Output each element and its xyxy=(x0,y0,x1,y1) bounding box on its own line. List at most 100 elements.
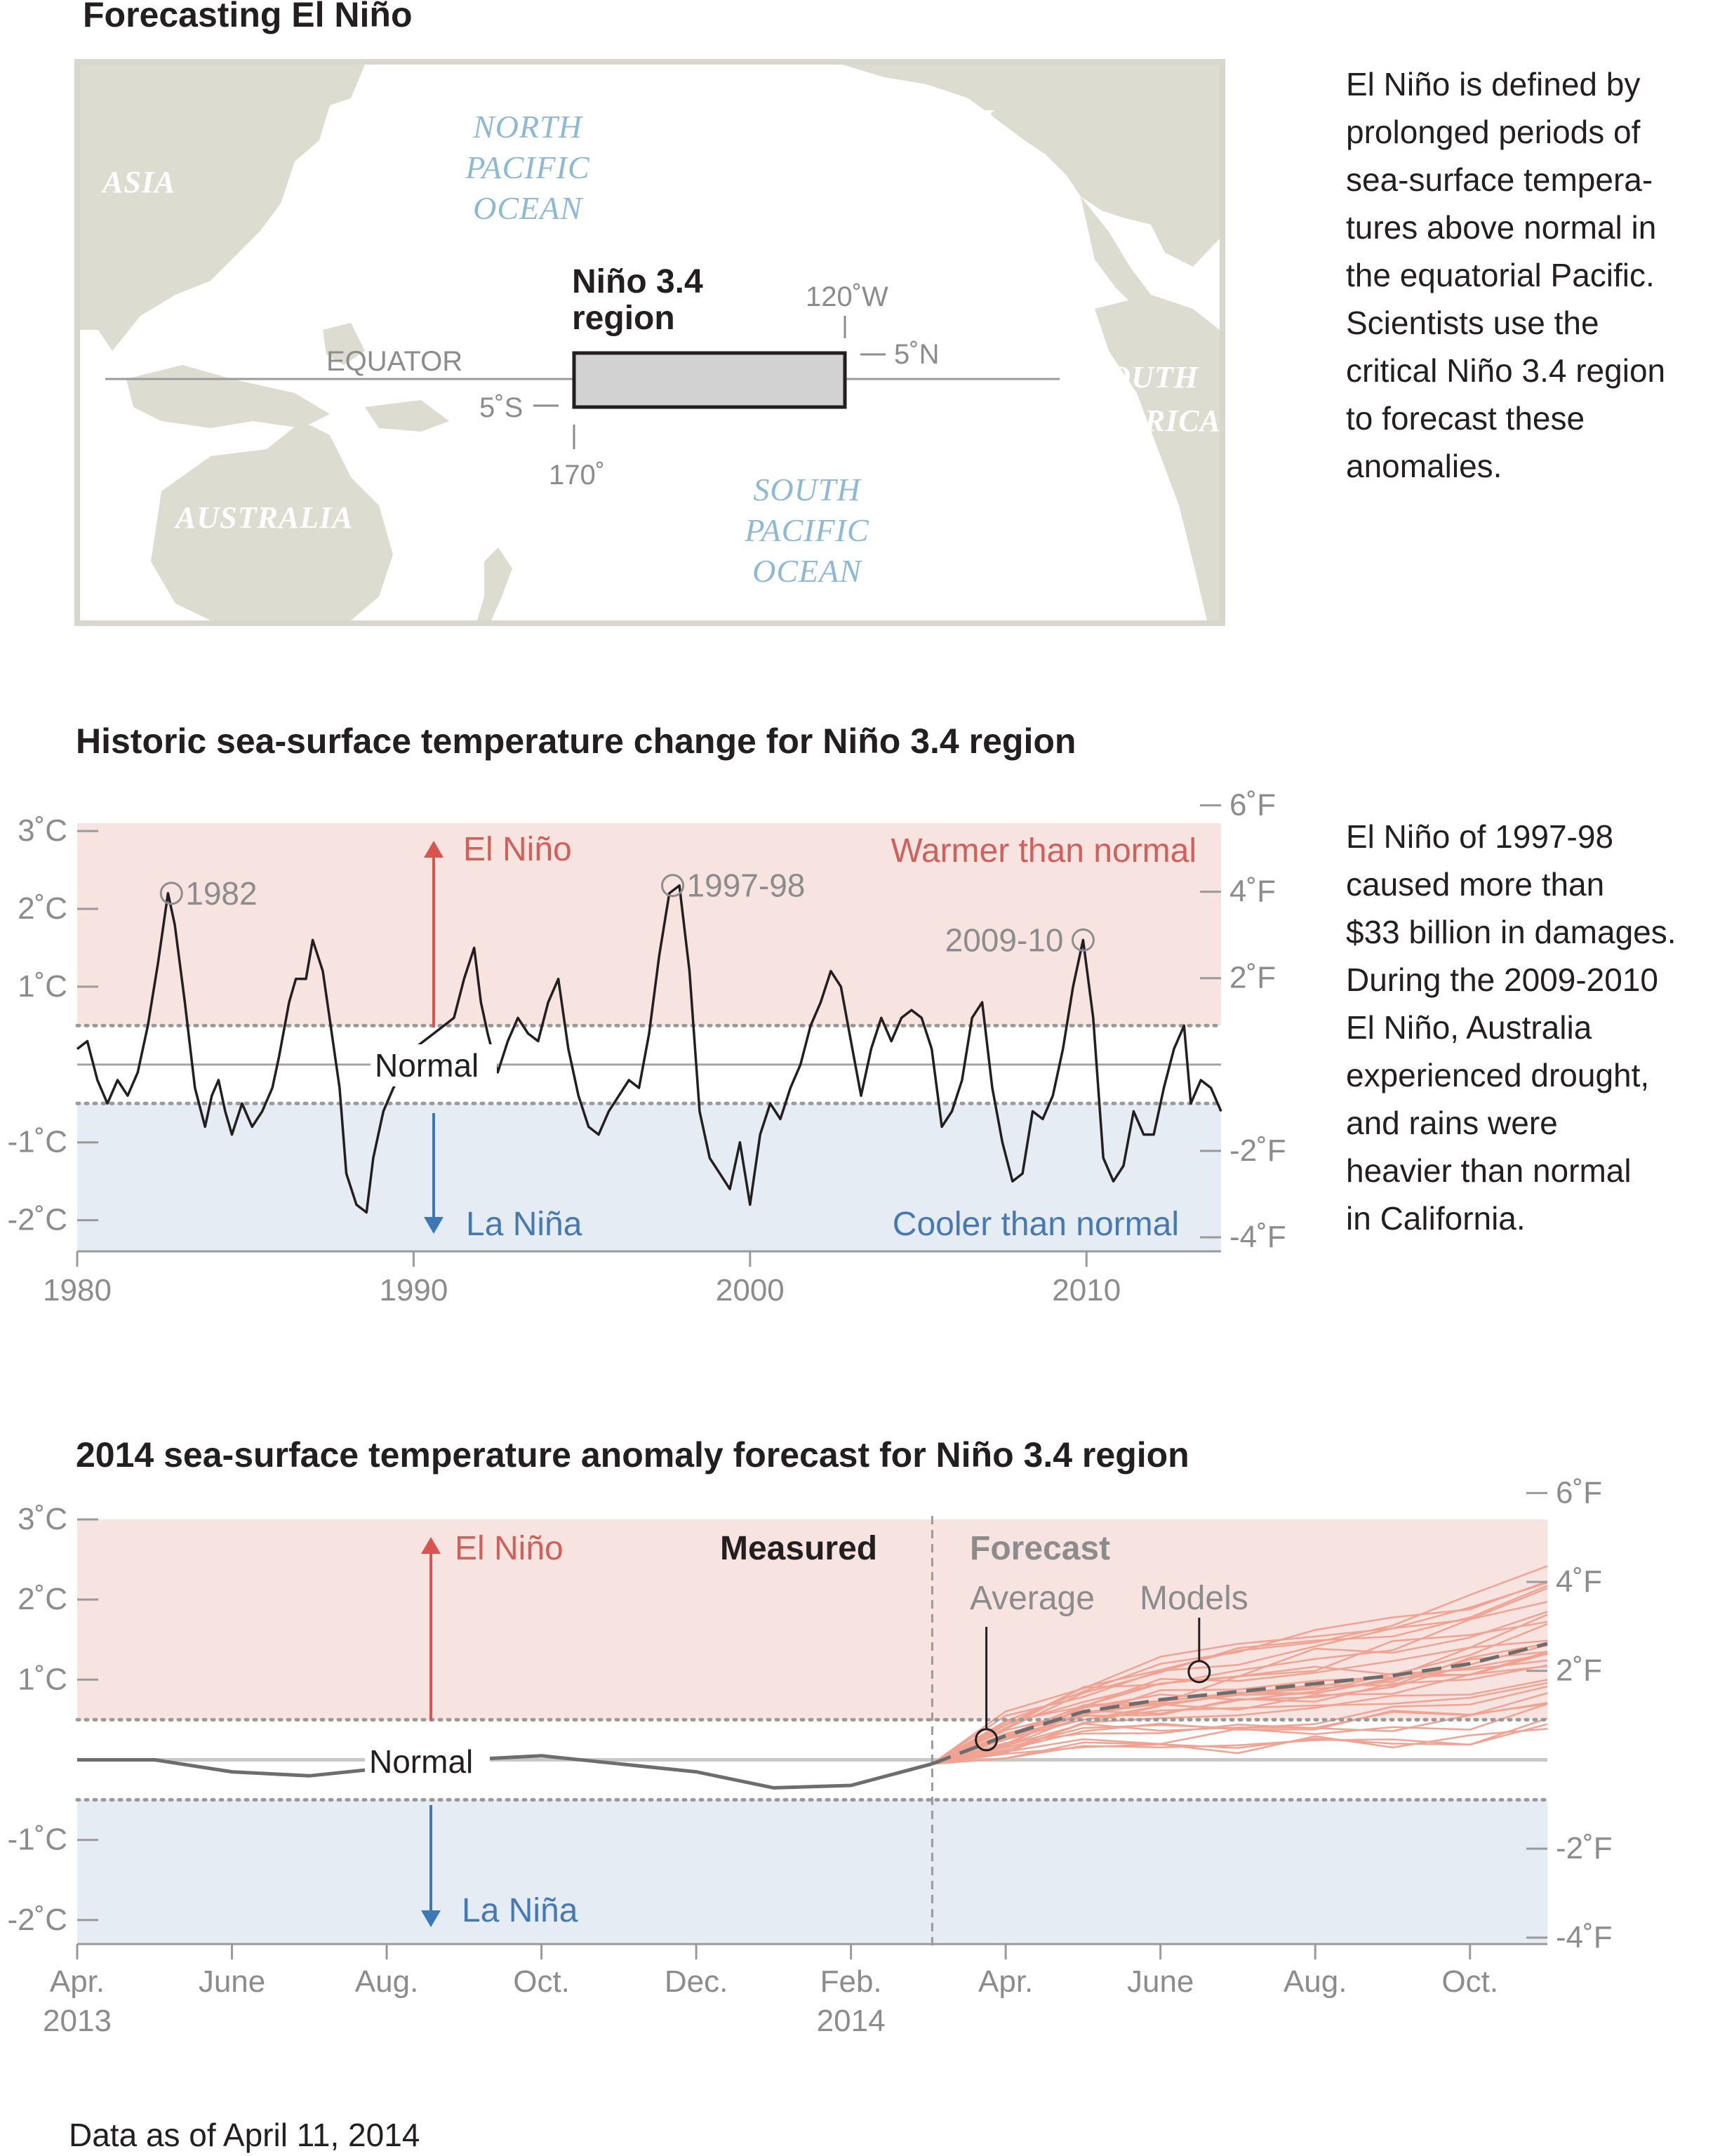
note-line: heavier than normal xyxy=(1346,1152,1632,1189)
normal-label-bg xyxy=(371,1044,497,1086)
model-forecast-line xyxy=(932,1727,1548,1765)
la-nina-label: La Niña xyxy=(462,1892,578,1929)
y-tick-label-c: 3˚C xyxy=(18,1502,67,1536)
pacific-map: EQUATOR Niño 3.4 region 120˚W 5˚N 5˚S 17… xyxy=(74,59,1225,626)
x-tick-label: Dec. xyxy=(665,1964,728,1999)
north-america-label-2: AMERICA xyxy=(867,147,1016,181)
south-pacific-label-1: SOUTH xyxy=(753,472,862,507)
average-label: Average xyxy=(970,1580,1095,1617)
event-label: 2009-10 xyxy=(945,921,1064,958)
la-nina-label: La Niña xyxy=(466,1206,582,1243)
asia-landmass xyxy=(80,65,365,351)
x-tick-label: Oct. xyxy=(513,1964,570,1999)
normal-label: Normal xyxy=(369,1743,473,1780)
north-pacific-label-1: NORTH xyxy=(472,109,584,145)
la-nina-arrowhead xyxy=(424,1217,444,1234)
x-tick-label: June xyxy=(1127,1964,1194,1999)
y-tick-label-f: -4˚F xyxy=(1229,1220,1286,1254)
asia-label: ASIA xyxy=(100,165,175,199)
map-description: El Niño is defined by prolonged periods … xyxy=(1346,66,1665,484)
indonesia-islands xyxy=(126,323,449,432)
region-label-line1: Niño 3.4 xyxy=(572,263,703,300)
australia-label: AUSTRALIA xyxy=(173,500,354,535)
y-tick-label-c: -1˚C xyxy=(7,1125,67,1159)
south-pacific-label-3: OCEAN xyxy=(752,553,862,589)
model-forecast-line xyxy=(931,1585,1548,1765)
el-nino-label: El Niño xyxy=(455,1530,564,1567)
la-nina-arrowhead xyxy=(421,1910,441,1927)
desc-line: the equatorial Pacific. xyxy=(1346,257,1655,293)
north-pacific-label-3: OCEAN xyxy=(473,190,583,226)
x-tick-label: 1990 xyxy=(379,1273,448,1307)
y-tick-label-f: -2˚F xyxy=(1556,1831,1613,1865)
el-nino-arrowhead xyxy=(421,1537,441,1554)
y-tick-label-c: -2˚C xyxy=(7,1903,67,1937)
desc-line: tures above normal in xyxy=(1346,209,1656,246)
normal-label: Normal xyxy=(375,1047,479,1084)
equator-label: EQUATOR xyxy=(326,346,462,377)
model-forecast-line xyxy=(931,1601,1548,1765)
historic-chart: 3˚C 2˚C 1˚C -1˚C -2˚C 6˚F 4˚F 2˚F -2˚F -4˚F 1980… xyxy=(7,787,1286,1307)
north-america-label-1: NORTH xyxy=(882,103,995,138)
models-label: Models xyxy=(1140,1580,1248,1617)
x-tick-label: Feb. xyxy=(820,1964,882,1999)
model-forecast-line xyxy=(931,1659,1548,1765)
warm-zone xyxy=(77,823,1221,1026)
model-forecast-line xyxy=(932,1651,1548,1765)
x-tick-label: 1980 xyxy=(43,1273,112,1307)
north-pacific-label-2: PACIFIC xyxy=(465,149,590,185)
models-marker xyxy=(1187,1660,1211,1684)
event-label: 1997-98 xyxy=(687,867,806,904)
x-tick-label: 2013 xyxy=(43,2004,112,2038)
desc-line: Scientists use the xyxy=(1346,305,1599,341)
model-forecast-line xyxy=(931,1587,1548,1765)
y-tick-label-c: -2˚C xyxy=(7,1203,67,1237)
anomaly-line xyxy=(76,884,1222,1214)
normal-label-bg xyxy=(365,1741,490,1783)
y-tick-label-f: 4˚F xyxy=(1229,874,1276,909)
model-forecast-line xyxy=(932,1679,1548,1765)
y-tick-label-c: -1˚C xyxy=(7,1823,67,1857)
desc-line: El Niño is defined by xyxy=(1346,66,1640,102)
model-forecast-line xyxy=(931,1581,1548,1765)
y-tick-label-f: -4˚F xyxy=(1556,1920,1613,1955)
note-line: experienced drought, xyxy=(1346,1057,1649,1093)
south-america-landmass xyxy=(1095,295,1220,620)
historic-note: El Niño of 1997-98 caused more than $33 … xyxy=(1346,818,1676,1237)
lat-5s-label: 5˚S xyxy=(479,392,523,423)
y-tick-label-c: 2˚C xyxy=(18,1582,67,1616)
south-pacific-label-2: PACIFIC xyxy=(744,512,869,548)
lon-120w-label: 120˚W xyxy=(806,281,888,312)
x-tick-label: 2014 xyxy=(817,2004,886,2038)
region-label-line2: region xyxy=(572,300,675,337)
model-forecast-line xyxy=(932,1664,1548,1765)
new-zealand xyxy=(477,547,512,620)
x-tick-label: Apr. xyxy=(978,1964,1033,1999)
note-line: caused more than xyxy=(1346,866,1604,903)
event-label: 1982 xyxy=(185,875,257,912)
x-tick-label: 2000 xyxy=(716,1273,785,1307)
note-line: El Niño of 1997-98 xyxy=(1346,818,1613,855)
cool-zone xyxy=(77,1799,1547,1944)
note-line: and rains were xyxy=(1346,1105,1558,1141)
average-forecast-line xyxy=(931,1642,1548,1766)
page-title: Forecasting El Niño xyxy=(83,0,413,34)
central-america xyxy=(1081,197,1151,309)
historic-chart-title: Historic sea-surface temperature change … xyxy=(76,721,1076,761)
model-forecast-line xyxy=(932,1723,1548,1765)
measured-line xyxy=(77,1754,933,1790)
model-forecast-line xyxy=(932,1685,1548,1765)
forecast-chart-title: 2014 sea-surface temperature anomaly for… xyxy=(76,1435,1189,1475)
event-marker xyxy=(1071,928,1095,952)
model-forecast-line xyxy=(931,1621,1548,1765)
note-line: During the 2009-2010 xyxy=(1346,961,1658,998)
y-tick-label-f: 2˚F xyxy=(1556,1653,1602,1688)
y-tick-label-f: 6˚F xyxy=(1229,787,1276,822)
footer-note: Data as of April 11, 2014 xyxy=(69,2117,420,2153)
desc-line: sea-surface tempera- xyxy=(1346,161,1653,198)
y-tick-label-f: 4˚F xyxy=(1556,1564,1602,1599)
lon-170-label: 170˚ xyxy=(549,460,605,491)
y-tick-label-c: 3˚C xyxy=(18,813,67,848)
x-tick-label: Aug. xyxy=(355,1964,419,1999)
south-america-label-2: AMERICA xyxy=(1072,404,1221,438)
